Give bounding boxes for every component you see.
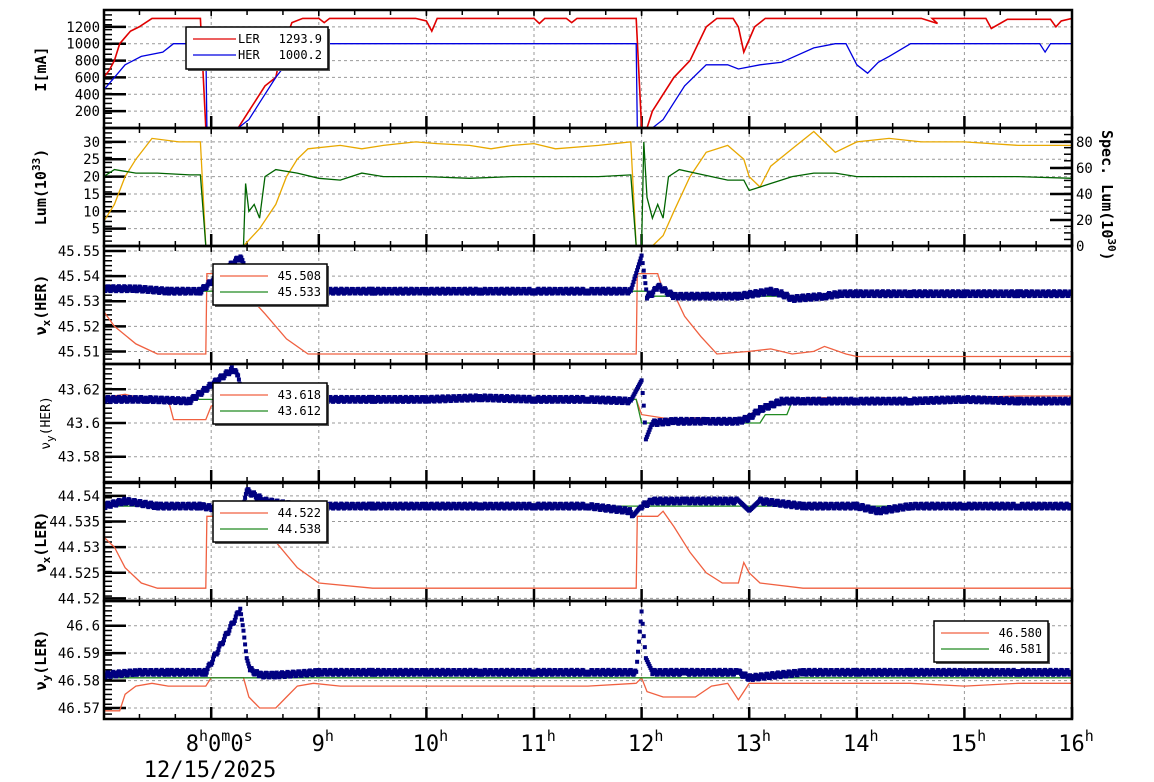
y-axis-label: νy(HER) — [39, 396, 57, 450]
y-axis-label: I[mA] — [32, 46, 50, 91]
y-tick-label: 45.53 — [58, 294, 100, 310]
x-tick-label: 8h0m0s — [186, 727, 253, 757]
y-tick-label: 45.54 — [58, 269, 100, 285]
legend: LER 1293.9 HER 1000.2 — [185, 26, 330, 71]
legend-value: 45.508 — [278, 269, 321, 283]
y-tick-label: 44.53 — [58, 540, 100, 556]
x-tick-label: 11h — [520, 727, 556, 757]
series-measured — [104, 606, 1072, 682]
panel-frame — [102, 599, 1074, 721]
y-axis-label: νx(LER) — [32, 512, 53, 573]
legend-value: 46.581 — [999, 642, 1042, 656]
y-tick-label: 1200 — [66, 20, 100, 36]
y-tick-label: 43.62 — [58, 382, 100, 398]
y-tick-label: 30 — [83, 135, 100, 151]
x-tick-label: 15h — [951, 727, 987, 757]
y-tick-label: 400 — [75, 87, 100, 103]
series-ler — [104, 17, 1072, 128]
panel-nux_ler: 44.52 44.525 44.53 44.535 44.54 νx(LER) 44.522… — [32, 481, 1074, 607]
y-tick-label: 46.58 — [58, 674, 100, 690]
legend: 43.618 43.612 — [212, 382, 329, 426]
y-tick-label: 46.59 — [58, 646, 100, 662]
y-tick-label: 600 — [75, 70, 100, 86]
panel-nuy_ler: 46.57 46.58 46.59 46.6 νy(LER) 46.580 46.581 — [32, 599, 1074, 721]
legend-value: 1000.2 — [279, 48, 322, 62]
series-setpoint — [104, 676, 1072, 712]
x-axis-time: 8h0m0s 9h 10h 11h 12h 13h 14h 15h 16h 12/15/2025 — [144, 727, 1094, 782]
y-tick-label: 45.55 — [58, 244, 100, 260]
legend: 44.522 44.538 — [212, 500, 329, 544]
x-tick-label: 16h — [1058, 727, 1094, 757]
y-tick-label: 46.57 — [58, 701, 100, 717]
y-tick-label: 25 — [83, 152, 100, 168]
x-tick-label: 14h — [843, 727, 879, 757]
series-measured — [104, 365, 1072, 442]
y-tick-label: 44.54 — [58, 489, 100, 505]
y-axis-label: νy(LER) — [32, 630, 53, 691]
series-setpoint — [104, 505, 1072, 589]
y-tick-label: 800 — [75, 54, 100, 70]
legend-value: 43.612 — [278, 404, 321, 418]
y-tick-label: 15 — [83, 187, 100, 203]
legend: 46.580 46.581 — [933, 620, 1050, 664]
legend-value: 46.580 — [999, 626, 1042, 640]
y-tick-label: 43.58 — [58, 450, 100, 466]
y-tick-label: 10 — [83, 204, 100, 220]
y-tick-label: 45.52 — [58, 319, 100, 335]
series-specific-lum — [104, 141, 1072, 246]
y-tick-label: 46.6 — [66, 619, 100, 635]
y2-tick-label: 60 — [1076, 161, 1093, 177]
date-label: 12/15/2025 — [144, 758, 276, 782]
x-tick-label: 13h — [735, 727, 771, 757]
y-axis-label: Lum(1033) — [30, 149, 50, 225]
y-tick-label: 200 — [75, 104, 100, 120]
y2-tick-label: 0 — [1076, 239, 1084, 255]
y-tick-label: 20 — [83, 170, 100, 186]
y-tick-label: 44.52 — [58, 591, 100, 607]
x-tick-label: 12h — [628, 727, 664, 757]
legend-value: 1293.9 — [279, 32, 322, 46]
y2-axis-label: Spec. Lum(1030) — [1098, 130, 1118, 261]
legend-value: 45.533 — [278, 285, 321, 299]
y-tick-label: 43.6 — [66, 416, 100, 432]
y2-tick-label: 20 — [1076, 213, 1093, 229]
y-tick-label: 44.535 — [49, 514, 100, 530]
series-measured — [104, 487, 1072, 520]
y-tick-label: 1000 — [66, 37, 100, 53]
legend: 45.508 45.533 — [212, 263, 329, 307]
legend-value: 43.618 — [278, 388, 321, 402]
y2-tick-label: 40 — [1076, 187, 1093, 203]
legend-value: 44.522 — [278, 506, 321, 520]
x-tick-label: 10h — [413, 727, 449, 757]
y-tick-label: 5 — [92, 222, 100, 238]
y2-tick-label: 80 — [1076, 135, 1093, 151]
legend-value: 44.538 — [278, 522, 321, 536]
legend-name: LER — [238, 32, 260, 46]
y-tick-label: 44.525 — [49, 566, 100, 582]
legend-name: HER — [238, 48, 260, 62]
x-tick-label: 9h — [312, 727, 334, 757]
y-tick-label: 45.51 — [58, 344, 100, 360]
series-luminosity — [104, 130, 1072, 246]
y-axis-label: νx(HER) — [32, 275, 53, 336]
